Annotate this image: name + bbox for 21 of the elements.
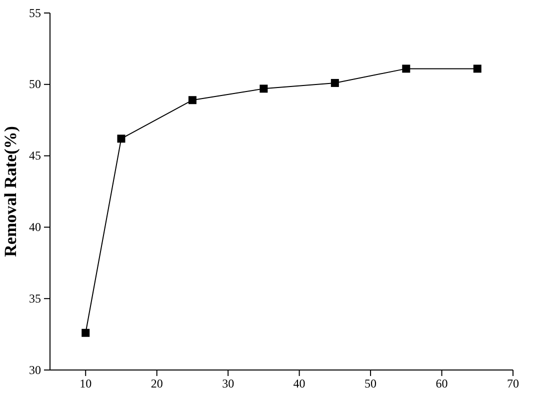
y-tick-label: 45 xyxy=(29,148,41,163)
x-tick-label: 70 xyxy=(507,376,519,391)
y-tick-label: 55 xyxy=(29,6,41,20)
y-axis-title: Removal Rate(%) xyxy=(1,126,20,257)
x-tick-label: 40 xyxy=(293,376,306,391)
point xyxy=(188,96,196,104)
y-tick-label: 50 xyxy=(29,77,41,92)
point xyxy=(117,134,126,143)
y-tick-label: 35 xyxy=(29,291,41,306)
x-tick-label: 30 xyxy=(222,376,234,391)
x-tick-label: 50 xyxy=(364,376,377,391)
x-tick-label: 20 xyxy=(150,376,163,391)
y-tick-label: 40 xyxy=(29,220,41,234)
point xyxy=(473,64,482,73)
x-tick-label: 60 xyxy=(436,376,448,391)
point xyxy=(82,328,90,337)
x-tick-label: 10 xyxy=(80,376,92,391)
point xyxy=(330,78,339,87)
point xyxy=(260,84,268,93)
point xyxy=(402,64,410,73)
y-tick-label: 30 xyxy=(29,362,41,377)
